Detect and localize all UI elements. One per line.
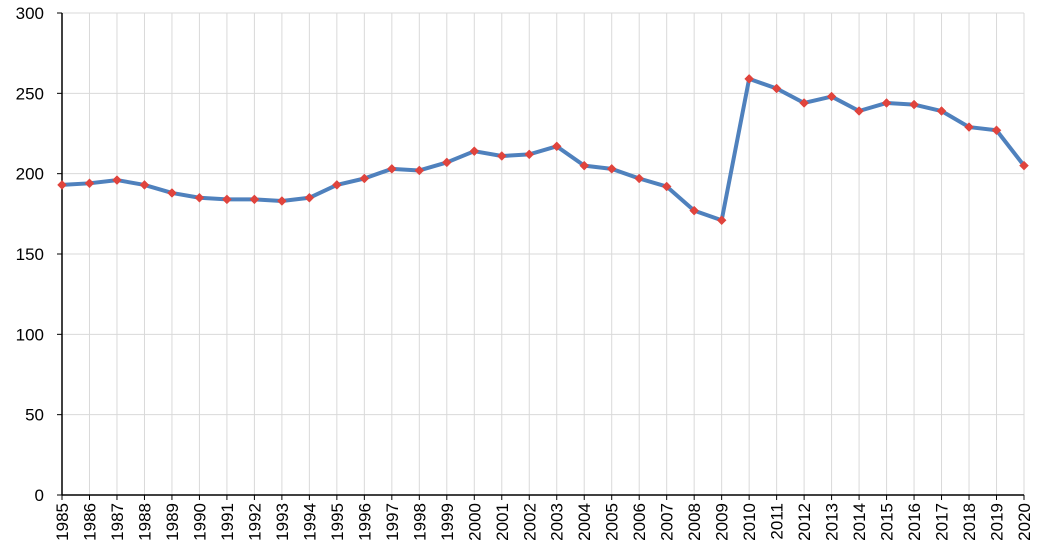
data-point-marker xyxy=(909,99,919,110)
x-tick-label: 1995 xyxy=(328,503,347,541)
data-point-marker xyxy=(936,106,947,116)
data-point-marker xyxy=(716,215,727,226)
x-tick-label: 1991 xyxy=(218,503,237,541)
x-tick-label: 1986 xyxy=(80,503,99,541)
x-tick-label: 2016 xyxy=(905,503,924,541)
x-tick-label: 2020 xyxy=(1015,503,1034,541)
x-tick-label: 2010 xyxy=(740,503,759,541)
x-tick-label: 1999 xyxy=(438,503,457,541)
data-point-marker xyxy=(661,181,672,192)
y-tick-label: 100 xyxy=(16,325,44,344)
series-line xyxy=(60,76,1026,223)
data-point-marker xyxy=(964,122,974,132)
data-point-marker xyxy=(1019,160,1029,171)
x-tick-label: 1997 xyxy=(383,503,402,541)
x-tick-label: 2005 xyxy=(603,503,622,541)
data-point-marker xyxy=(881,98,892,108)
data-point-marker xyxy=(359,173,370,184)
grid xyxy=(61,12,1025,496)
data-point-marker xyxy=(222,194,232,205)
data-point-marker xyxy=(744,74,754,84)
x-tick-label: 1994 xyxy=(300,503,319,541)
data-point-marker xyxy=(551,141,562,152)
x-tick-label: 1985 xyxy=(53,503,72,541)
data-point-marker xyxy=(167,188,177,198)
data-point-marker xyxy=(84,178,95,189)
axes xyxy=(57,12,1025,500)
x-tick-label: 1992 xyxy=(245,503,264,541)
y-tick-label: 250 xyxy=(16,84,44,103)
x-tick-label: 2006 xyxy=(630,503,649,541)
data-point-marker xyxy=(606,163,617,174)
data-point-marker xyxy=(854,106,864,116)
data-point-marker xyxy=(991,125,1002,136)
x-tick-label: 2008 xyxy=(685,503,704,541)
x-tick-label: 2019 xyxy=(988,503,1007,541)
series xyxy=(57,74,1029,226)
y-tick-label: 150 xyxy=(16,245,44,264)
x-tick-label: 2011 xyxy=(768,503,787,540)
tick-labels: 0 50 100 150 200 250 300 1985 1986 1987 1988 1989 19… xyxy=(16,4,1034,541)
y-tick-label: 200 xyxy=(16,165,44,184)
y-tick-label: 300 xyxy=(16,4,44,23)
data-point-marker xyxy=(414,165,425,176)
data-point-marker xyxy=(689,205,700,216)
data-point-marker xyxy=(249,194,260,205)
x-tick-label: 1990 xyxy=(190,503,209,541)
x-tick-label: 2013 xyxy=(823,503,842,541)
data-point-marker xyxy=(112,175,122,185)
data-point-marker xyxy=(332,180,342,190)
x-tick-label: 1998 xyxy=(410,503,429,541)
y-tick-label: 0 xyxy=(35,486,44,505)
x-tick-label: 2004 xyxy=(575,503,594,541)
x-tick-label: 2009 xyxy=(713,503,732,541)
data-point-marker xyxy=(57,180,67,190)
data-point-marker xyxy=(386,163,397,174)
x-tick-label: 2014 xyxy=(850,503,869,541)
x-tick-label: 2001 xyxy=(493,503,512,541)
data-point-marker xyxy=(634,173,645,184)
data-point-marker xyxy=(524,149,535,160)
data-point-marker xyxy=(771,83,782,94)
x-tick-label: 1993 xyxy=(273,503,292,541)
data-point-marker xyxy=(304,192,315,203)
x-tick-label: 2012 xyxy=(795,503,814,541)
x-tick-label: 2002 xyxy=(520,503,539,541)
data-point-marker xyxy=(194,192,205,203)
x-tick-label: 1987 xyxy=(108,503,127,541)
data-point-marker xyxy=(277,196,287,206)
data-point-marker xyxy=(441,157,452,168)
x-tick-label: 2007 xyxy=(658,503,677,541)
data-point-marker xyxy=(799,98,809,108)
x-tick-label: 2018 xyxy=(960,503,979,541)
x-tick-label: 2000 xyxy=(465,503,484,541)
x-tick-label: 2003 xyxy=(548,503,567,541)
x-tick-label: 2015 xyxy=(878,503,897,541)
data-point-marker xyxy=(826,91,837,102)
data-point-marker xyxy=(496,151,507,161)
x-tick-label: 2017 xyxy=(933,503,952,541)
data-point-marker xyxy=(579,160,590,171)
x-tick-label: 1989 xyxy=(163,503,182,541)
y-tick-label: 50 xyxy=(25,406,44,425)
x-tick-label: 1988 xyxy=(135,503,154,541)
x-tick-label: 1996 xyxy=(355,503,374,541)
data-point-marker xyxy=(469,146,480,157)
data-point-marker xyxy=(139,180,150,190)
